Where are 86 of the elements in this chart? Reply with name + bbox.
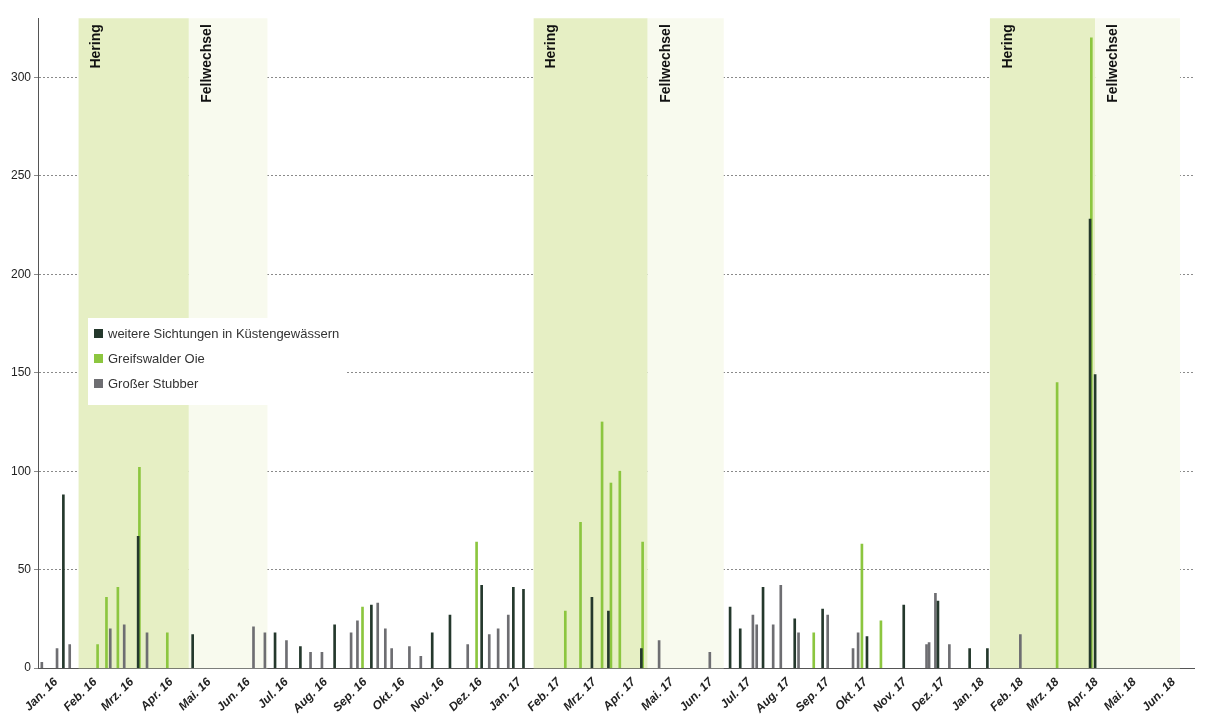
y-tick-label: 0 <box>24 660 32 675</box>
bar <box>376 602 380 668</box>
bar <box>370 604 373 668</box>
bar <box>62 494 65 668</box>
bar <box>738 628 742 668</box>
bar <box>640 648 643 668</box>
bar <box>506 614 510 668</box>
bar <box>512 587 515 668</box>
bar <box>487 634 491 668</box>
y-tick-label: 250 <box>10 168 32 183</box>
bar <box>309 652 312 668</box>
bar <box>812 632 816 668</box>
bar <box>902 604 906 668</box>
x-tick-label: Jun. 16 <box>213 674 254 714</box>
bar <box>390 648 393 668</box>
band-label: Hering <box>998 24 1015 69</box>
x-tick-label: Apr. 16 <box>136 674 176 714</box>
bar <box>466 644 470 668</box>
bar <box>607 610 610 668</box>
bar <box>826 614 830 668</box>
bar <box>383 628 387 668</box>
band-label: Fellwechsel <box>1103 24 1120 103</box>
x-tick-label: Mrz. 16 <box>97 674 137 714</box>
x-tick-label: Sep. 16 <box>329 674 370 715</box>
y-tick-label: 300 <box>10 69 32 84</box>
y-tick-label: 100 <box>10 463 32 478</box>
x-tick-label: Jan. 18 <box>948 674 988 714</box>
bar <box>361 606 364 668</box>
bar <box>563 610 567 668</box>
bar <box>419 656 423 668</box>
bar <box>285 640 288 668</box>
bar <box>618 470 622 668</box>
bar <box>430 632 434 668</box>
legend-label: Großer Stubber <box>108 376 199 391</box>
bar <box>1019 634 1022 668</box>
x-tick-label: Sep. 17 <box>792 673 834 715</box>
x-tick-label: Okt. 16 <box>369 674 408 714</box>
bar <box>408 646 411 668</box>
bar <box>708 652 712 668</box>
bar <box>108 628 112 668</box>
bar <box>793 618 797 668</box>
y-tick-label: 150 <box>10 365 32 380</box>
band-label: Fellwechsel <box>197 24 214 103</box>
legend-label: Greifswalder Oie <box>108 351 205 366</box>
bar <box>105 596 108 668</box>
x-tick-label: Jun. 17 <box>676 673 717 714</box>
bar <box>968 648 971 668</box>
bar <box>122 624 126 668</box>
bar <box>771 624 775 668</box>
bar <box>797 632 800 668</box>
bar <box>356 620 359 668</box>
x-tick-label: Jan. 16 <box>21 674 61 714</box>
x-tick-label: Dez. 17 <box>908 673 949 714</box>
x-tick-label: Okt. 17 <box>831 673 872 714</box>
bar <box>641 541 644 668</box>
x-tick-label: Jul. 16 <box>254 674 292 712</box>
bar <box>779 585 783 668</box>
bar <box>579 522 582 668</box>
x-tick-label: Jan. 17 <box>485 673 526 714</box>
bar <box>934 593 937 668</box>
bar <box>96 644 99 668</box>
x-tick-label: Dez. 16 <box>445 674 486 714</box>
y-tick-label: 50 <box>17 562 32 576</box>
bar <box>299 646 302 668</box>
band-label: Fellwechsel <box>656 24 673 103</box>
x-tick-label: Jun. 18 <box>1139 674 1179 714</box>
x-tick-label: Apr. 17 <box>599 673 640 714</box>
bar <box>333 624 336 668</box>
legend-label: weitere Sichtungen in Küstengewässern <box>108 326 340 341</box>
band-label: Hering <box>542 24 559 69</box>
bar <box>165 632 169 668</box>
bar <box>191 634 194 668</box>
y-tick-label: 200 <box>10 266 32 281</box>
bar <box>252 626 255 668</box>
x-tick-label: Mrz. 17 <box>560 673 600 714</box>
bar <box>68 644 72 668</box>
bar <box>480 585 483 668</box>
bar <box>948 644 951 668</box>
bar <box>522 589 525 668</box>
band-label: Hering <box>87 24 104 69</box>
bar <box>986 648 989 668</box>
bar <box>821 608 824 668</box>
x-tick-label: Feb. 16 <box>60 674 100 714</box>
bar <box>475 541 478 668</box>
bar <box>40 661 44 668</box>
x-tick-label: Apr. 18 <box>1061 674 1102 714</box>
